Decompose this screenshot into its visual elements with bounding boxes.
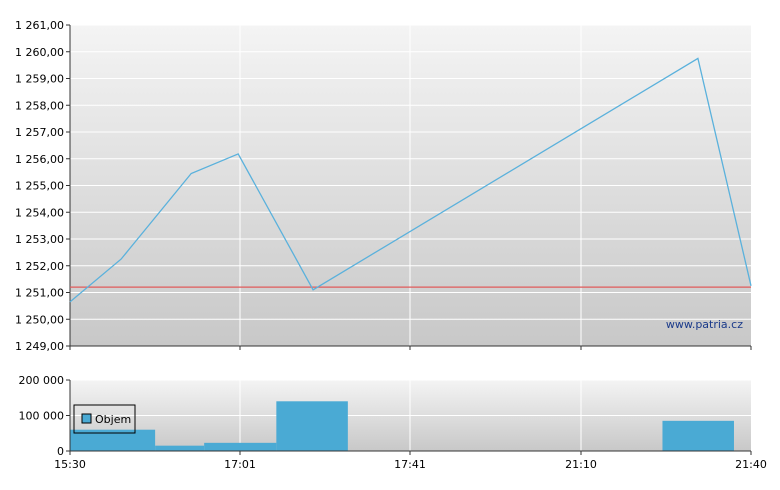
- legend-swatch: [81, 413, 92, 424]
- price-y-tick-label: 1 253,00: [15, 233, 64, 246]
- volume-bar: [155, 445, 205, 451]
- price-y-tick-label: 1 260,00: [15, 46, 64, 59]
- price-panel: 1 249,00 1 250,00 1 251,00 1 252,00 1 253,00…: [15, 19, 752, 353]
- price-y-tick-label: 1 258,00: [15, 99, 64, 112]
- price-y-tick-label: 1 257,00: [15, 126, 64, 139]
- price-y-tick-label: 1 252,00: [15, 260, 64, 273]
- volume-bar: [276, 401, 348, 451]
- legend-box: [73, 404, 136, 434]
- x-tick-label: 21:10: [565, 458, 597, 471]
- x-tick-label: 17:41: [394, 458, 426, 471]
- price-y-tick-label: 1 254,00: [15, 206, 64, 219]
- price-y-tick-label: 1 251,00: [15, 287, 64, 300]
- watermark: www.patria.cz: [666, 318, 743, 331]
- volume-bar: [662, 420, 734, 451]
- volume-panel: 0 100 000 200 000 15:30 17:01 17:41 21:10 21:40…: [19, 374, 767, 471]
- volume-y-tick-label: 0: [57, 445, 64, 458]
- price-y-tick-label: 1 249,00: [15, 340, 64, 353]
- price-y-tick-label: 1 255,00: [15, 180, 64, 193]
- volume-y-tick-label: 100 000: [19, 410, 65, 423]
- x-tick-label: 17:01: [224, 458, 256, 471]
- price-y-tick-label: 1 250,00: [15, 313, 64, 326]
- x-tick-label: 21:40: [735, 458, 767, 471]
- volume-y-tick-label: 200 000: [19, 374, 65, 387]
- price-y-tick-label: 1 259,00: [15, 73, 64, 86]
- x-tick-label: 15:30: [54, 458, 86, 471]
- volume-bar: [204, 442, 277, 451]
- price-y-tick-label: 1 261,00: [15, 19, 64, 32]
- price-y-tick-label: 1 256,00: [15, 153, 64, 166]
- legend-label: Objem: [95, 413, 131, 426]
- volume-bar: [70, 429, 156, 451]
